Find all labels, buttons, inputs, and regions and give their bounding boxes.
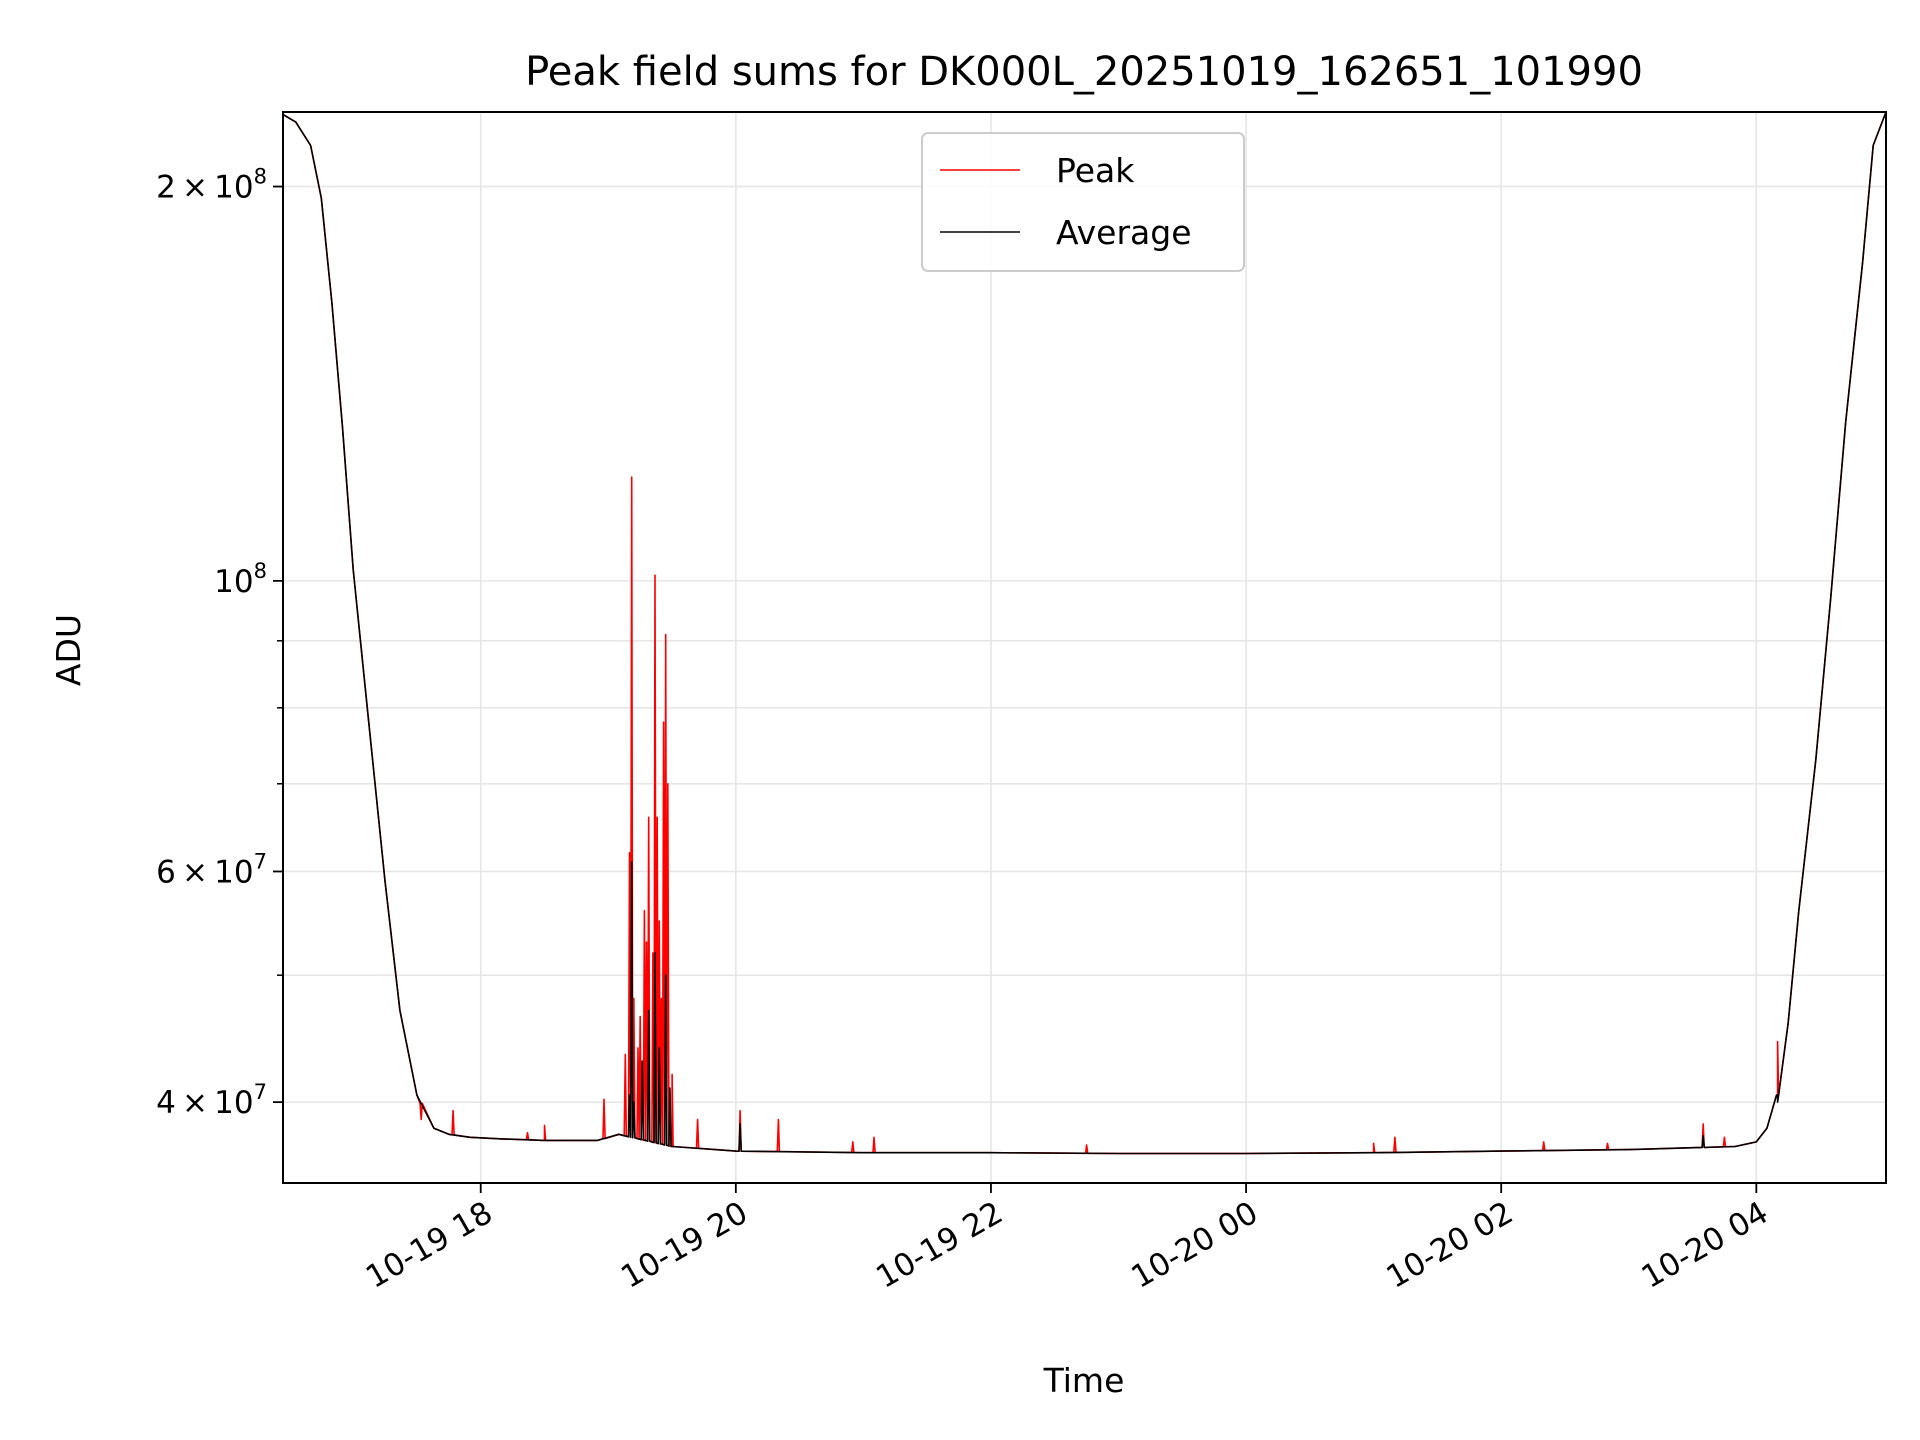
grid: [283, 112, 1886, 1183]
y-tick-label: 2 × 108: [156, 165, 267, 206]
legend-label-peak: Peak: [1056, 151, 1135, 190]
plot-series: [282, 111, 1887, 1155]
y-axis: 4 × 107 6 × 107 108 2 × 108: [156, 165, 283, 1121]
chart-title: Peak field sums for DK000L_20251019_1626…: [525, 49, 1643, 95]
series-line-average: [282, 111, 1887, 1155]
legend: Peak Average: [921, 132, 1245, 272]
y-axis-label: ADU: [49, 614, 88, 686]
legend-label-average: Average: [1056, 213, 1192, 252]
y-tick-label: 4 × 107: [156, 1080, 267, 1121]
y-tick-label: 6 × 107: [156, 849, 267, 890]
legend-box: [921, 132, 1245, 272]
plot-area: [282, 111, 1887, 1184]
y-tick-label: 108: [214, 559, 267, 600]
x-axis-label: Time: [1043, 1361, 1125, 1400]
